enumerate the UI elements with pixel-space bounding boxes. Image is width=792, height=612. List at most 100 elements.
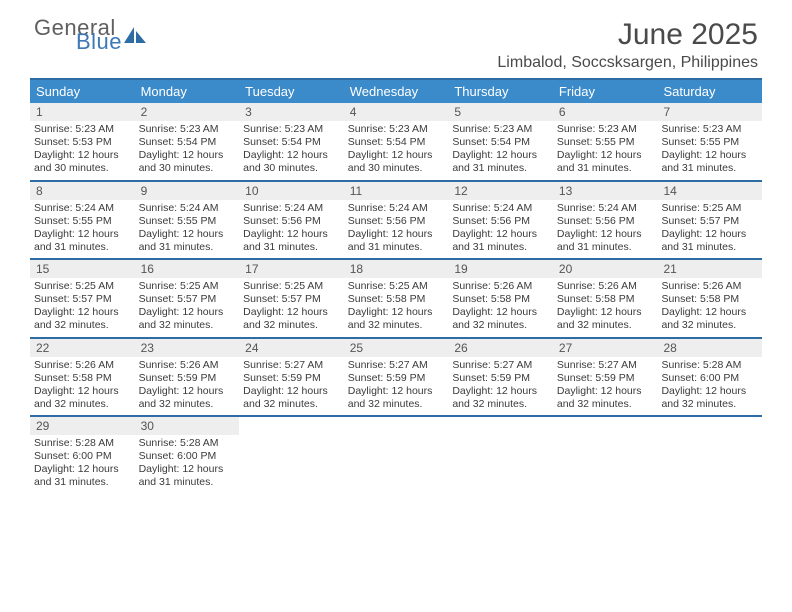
day-details: Sunrise: 5:25 AMSunset: 5:57 PMDaylight:… bbox=[657, 200, 762, 255]
day-details: Sunrise: 5:27 AMSunset: 5:59 PMDaylight:… bbox=[553, 357, 658, 412]
sunset-text: Sunset: 5:58 PM bbox=[557, 293, 654, 306]
logo-sail-icon bbox=[124, 27, 146, 43]
sunset-text: Sunset: 5:54 PM bbox=[348, 136, 445, 149]
sunrise-text: Sunrise: 5:24 AM bbox=[243, 202, 340, 215]
date-number: 20 bbox=[553, 260, 658, 278]
sunset-text: Sunset: 5:59 PM bbox=[139, 372, 236, 385]
day-cell: 8Sunrise: 5:24 AMSunset: 5:55 PMDaylight… bbox=[30, 182, 135, 259]
date-number: 19 bbox=[448, 260, 553, 278]
daylight-text: Daylight: 12 hours and 31 minutes. bbox=[34, 463, 131, 489]
date-number: 11 bbox=[344, 182, 449, 200]
sunset-text: Sunset: 5:57 PM bbox=[661, 215, 758, 228]
week-row: 29Sunrise: 5:28 AMSunset: 6:00 PMDayligh… bbox=[30, 417, 762, 494]
sunrise-text: Sunrise: 5:26 AM bbox=[34, 359, 131, 372]
sunset-text: Sunset: 5:57 PM bbox=[34, 293, 131, 306]
day-cell: 18Sunrise: 5:25 AMSunset: 5:58 PMDayligh… bbox=[344, 260, 449, 337]
logo: General Blue bbox=[34, 18, 146, 52]
sunrise-text: Sunrise: 5:23 AM bbox=[34, 123, 131, 136]
day-cell: 15 Sunrise: 5:25 AMSunset: 5:57 PMDayligh… bbox=[30, 260, 135, 337]
daylight-text: Daylight: 12 hours and 31 minutes. bbox=[34, 228, 131, 254]
day-cell bbox=[448, 417, 553, 494]
day-cell: 4Sunrise: 5:23 AMSunset: 5:54 PMDaylight… bbox=[344, 103, 449, 180]
day-cell: 25Sunrise: 5:27 AMSunset: 5:59 PMDayligh… bbox=[344, 339, 449, 416]
day-details: Sunrise: 5:26 AMSunset: 5:58 PMDaylight:… bbox=[30, 357, 135, 412]
sunset-text: Sunset: 5:54 PM bbox=[243, 136, 340, 149]
sunset-text: Sunset: 5:56 PM bbox=[348, 215, 445, 228]
sunrise-text: Sunrise: 5:27 AM bbox=[243, 359, 340, 372]
day-details: Sunrise: 5:23 AMSunset: 5:53 PMDaylight:… bbox=[30, 121, 135, 176]
daylight-text: Daylight: 12 hours and 30 minutes. bbox=[34, 149, 131, 175]
day-cell: 10Sunrise: 5:24 AMSunset: 5:56 PMDayligh… bbox=[239, 182, 344, 259]
sunset-text: Sunset: 5:56 PM bbox=[452, 215, 549, 228]
daylight-text: Daylight: 12 hours and 31 minutes. bbox=[557, 228, 654, 254]
day-cell: 12Sunrise: 5:24 AMSunset: 5:56 PMDayligh… bbox=[448, 182, 553, 259]
day-header: Saturday bbox=[657, 80, 762, 103]
sunset-text: Sunset: 6:00 PM bbox=[139, 450, 236, 463]
daylight-text: Daylight: 12 hours and 31 minutes. bbox=[661, 228, 758, 254]
sunrise-text: Sunrise: 5:28 AM bbox=[661, 359, 758, 372]
day-details: Sunrise: 5:24 AMSunset: 5:56 PMDaylight:… bbox=[448, 200, 553, 255]
day-cell: 5Sunrise: 5:23 AMSunset: 5:54 PMDaylight… bbox=[448, 103, 553, 180]
sunrise-text: Sunrise: 5:23 AM bbox=[661, 123, 758, 136]
day-cell: 1Sunrise: 5:23 AMSunset: 5:53 PMDaylight… bbox=[30, 103, 135, 180]
day-header: Thursday bbox=[448, 80, 553, 103]
daylight-text: Daylight: 12 hours and 31 minutes. bbox=[348, 228, 445, 254]
date-number: 18 bbox=[344, 260, 449, 278]
daylight-text: Daylight: 12 hours and 32 minutes. bbox=[34, 306, 131, 332]
sunset-text: Sunset: 5:59 PM bbox=[452, 372, 549, 385]
daylight-text: Daylight: 12 hours and 32 minutes. bbox=[452, 385, 549, 411]
header: General Blue June 2025 bbox=[0, 0, 792, 54]
sunrise-text: Sunrise: 5:25 AM bbox=[34, 280, 131, 293]
sunrise-text: Sunrise: 5:27 AM bbox=[557, 359, 654, 372]
date-number: 5 bbox=[448, 103, 553, 121]
day-details: Sunrise: 5:24 AMSunset: 5:55 PMDaylight:… bbox=[30, 200, 135, 255]
date-number: 7 bbox=[657, 103, 762, 121]
day-details: Sunrise: 5:26 AMSunset: 5:58 PMDaylight:… bbox=[448, 278, 553, 333]
day-details: Sunrise: 5:23 AMSunset: 5:54 PMDaylight:… bbox=[448, 121, 553, 176]
sunset-text: Sunset: 5:55 PM bbox=[661, 136, 758, 149]
sunrise-text: Sunrise: 5:25 AM bbox=[243, 280, 340, 293]
day-cell bbox=[239, 417, 344, 494]
day-cell: 24Sunrise: 5:27 AMSunset: 5:59 PMDayligh… bbox=[239, 339, 344, 416]
daylight-text: Daylight: 12 hours and 32 minutes. bbox=[34, 385, 131, 411]
daylight-text: Daylight: 12 hours and 31 minutes. bbox=[139, 463, 236, 489]
day-cell: 13Sunrise: 5:24 AMSunset: 5:56 PMDayligh… bbox=[553, 182, 658, 259]
day-cell: 22Sunrise: 5:26 AMSunset: 5:58 PMDayligh… bbox=[30, 339, 135, 416]
date-number: 6 bbox=[553, 103, 658, 121]
sunrise-text: Sunrise: 5:25 AM bbox=[348, 280, 445, 293]
date-number: 28 bbox=[657, 339, 762, 357]
date-number: 15 bbox=[30, 260, 135, 278]
day-cell bbox=[657, 417, 762, 494]
daylight-text: Daylight: 12 hours and 32 minutes. bbox=[243, 306, 340, 332]
day-details: Sunrise: 5:23 AMSunset: 5:55 PMDaylight:… bbox=[657, 121, 762, 176]
sunset-text: Sunset: 5:53 PM bbox=[34, 136, 131, 149]
week-row: 8Sunrise: 5:24 AMSunset: 5:55 PMDaylight… bbox=[30, 182, 762, 261]
sunrise-text: Sunrise: 5:26 AM bbox=[661, 280, 758, 293]
day-cell: 26Sunrise: 5:27 AMSunset: 5:59 PMDayligh… bbox=[448, 339, 553, 416]
sunrise-text: Sunrise: 5:24 AM bbox=[34, 202, 131, 215]
day-details: Sunrise: 5:24 AMSunset: 5:56 PMDaylight:… bbox=[553, 200, 658, 255]
daylight-text: Daylight: 12 hours and 32 minutes. bbox=[661, 385, 758, 411]
sunset-text: Sunset: 6:00 PM bbox=[661, 372, 758, 385]
sunrise-text: Sunrise: 5:24 AM bbox=[139, 202, 236, 215]
date-number: 2 bbox=[135, 103, 240, 121]
daylight-text: Daylight: 12 hours and 32 minutes. bbox=[661, 306, 758, 332]
day-header: Tuesday bbox=[239, 80, 344, 103]
day-details: Sunrise: 5:25 AMSunset: 5:57 PMDaylight:… bbox=[135, 278, 240, 333]
page-title: June 2025 bbox=[618, 18, 758, 52]
date-number: 22 bbox=[30, 339, 135, 357]
sunset-text: Sunset: 6:00 PM bbox=[34, 450, 131, 463]
sunrise-text: Sunrise: 5:25 AM bbox=[139, 280, 236, 293]
day-header: Wednesday bbox=[344, 80, 449, 103]
day-details: Sunrise: 5:23 AMSunset: 5:54 PMDaylight:… bbox=[135, 121, 240, 176]
sunset-text: Sunset: 5:57 PM bbox=[243, 293, 340, 306]
day-cell: 20Sunrise: 5:26 AMSunset: 5:58 PMDayligh… bbox=[553, 260, 658, 337]
sunset-text: Sunset: 5:59 PM bbox=[348, 372, 445, 385]
sunrise-text: Sunrise: 5:27 AM bbox=[452, 359, 549, 372]
sunrise-text: Sunrise: 5:23 AM bbox=[243, 123, 340, 136]
date-number: 3 bbox=[239, 103, 344, 121]
sunset-text: Sunset: 5:58 PM bbox=[661, 293, 758, 306]
daylight-text: Daylight: 12 hours and 32 minutes. bbox=[557, 385, 654, 411]
sunset-text: Sunset: 5:55 PM bbox=[139, 215, 236, 228]
sunrise-text: Sunrise: 5:24 AM bbox=[452, 202, 549, 215]
